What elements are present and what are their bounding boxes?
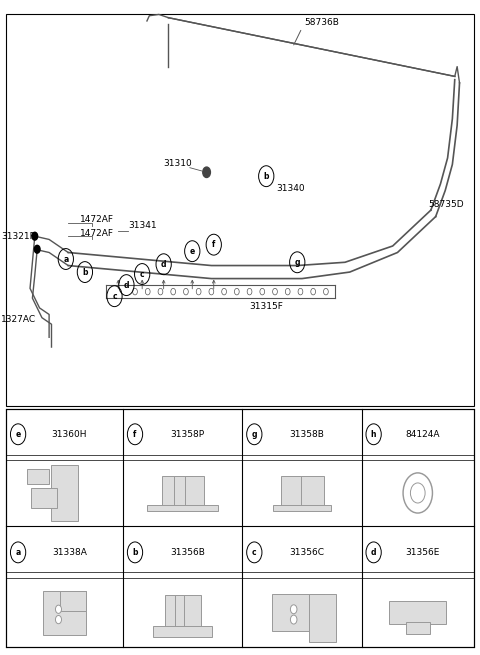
Circle shape: [56, 616, 61, 624]
Text: 31310: 31310: [164, 159, 192, 168]
FancyBboxPatch shape: [43, 591, 86, 635]
Text: c: c: [140, 269, 144, 278]
FancyBboxPatch shape: [162, 476, 181, 510]
FancyBboxPatch shape: [389, 601, 446, 624]
Text: 1327AC: 1327AC: [1, 315, 36, 324]
Text: a: a: [15, 548, 21, 557]
FancyBboxPatch shape: [6, 409, 474, 647]
Text: 31360H: 31360H: [52, 430, 87, 439]
FancyBboxPatch shape: [6, 14, 474, 405]
Text: 31356C: 31356C: [289, 548, 324, 557]
Circle shape: [290, 605, 297, 614]
Text: d: d: [161, 260, 167, 269]
FancyBboxPatch shape: [31, 489, 58, 508]
Text: f: f: [133, 430, 137, 439]
Text: d: d: [371, 548, 376, 557]
FancyBboxPatch shape: [27, 469, 49, 483]
Text: 31338A: 31338A: [52, 548, 87, 557]
Circle shape: [290, 615, 297, 624]
FancyBboxPatch shape: [184, 595, 201, 631]
FancyBboxPatch shape: [147, 505, 218, 512]
FancyBboxPatch shape: [281, 476, 303, 510]
FancyBboxPatch shape: [273, 505, 331, 512]
Text: e: e: [190, 247, 195, 255]
Text: b: b: [264, 172, 269, 181]
FancyBboxPatch shape: [185, 476, 204, 510]
Text: g: g: [295, 258, 300, 267]
Text: f: f: [212, 240, 216, 249]
FancyBboxPatch shape: [153, 626, 213, 637]
FancyBboxPatch shape: [310, 594, 336, 641]
Text: 84124A: 84124A: [405, 430, 440, 439]
Circle shape: [203, 167, 210, 178]
Text: 1472AF: 1472AF: [80, 215, 114, 224]
FancyBboxPatch shape: [175, 595, 192, 631]
Text: 31315F: 31315F: [249, 302, 283, 311]
Text: 58735D: 58735D: [429, 200, 464, 209]
FancyBboxPatch shape: [301, 476, 324, 510]
Text: e: e: [15, 430, 21, 439]
Text: 58736B: 58736B: [304, 18, 339, 27]
Text: d: d: [124, 280, 129, 290]
FancyBboxPatch shape: [406, 622, 430, 634]
Text: b: b: [132, 548, 138, 557]
Text: 31321F: 31321F: [1, 233, 35, 242]
Text: h: h: [371, 430, 376, 439]
Text: 31340: 31340: [276, 183, 304, 193]
FancyBboxPatch shape: [272, 594, 324, 631]
Text: 31358P: 31358P: [170, 430, 204, 439]
FancyBboxPatch shape: [174, 476, 192, 510]
Text: b: b: [82, 267, 88, 276]
Text: c: c: [252, 548, 257, 557]
FancyBboxPatch shape: [165, 595, 182, 631]
Text: 1472AF: 1472AF: [80, 229, 114, 238]
Circle shape: [32, 233, 37, 240]
FancyBboxPatch shape: [51, 465, 78, 521]
Text: 31356E: 31356E: [405, 548, 440, 557]
Text: 31358B: 31358B: [289, 430, 324, 439]
Circle shape: [56, 605, 61, 613]
FancyBboxPatch shape: [60, 591, 86, 610]
Text: g: g: [252, 430, 257, 439]
Text: 31356B: 31356B: [170, 548, 205, 557]
Text: c: c: [112, 291, 117, 301]
Circle shape: [34, 246, 40, 253]
Text: 31341: 31341: [128, 221, 156, 231]
Text: a: a: [63, 255, 69, 263]
